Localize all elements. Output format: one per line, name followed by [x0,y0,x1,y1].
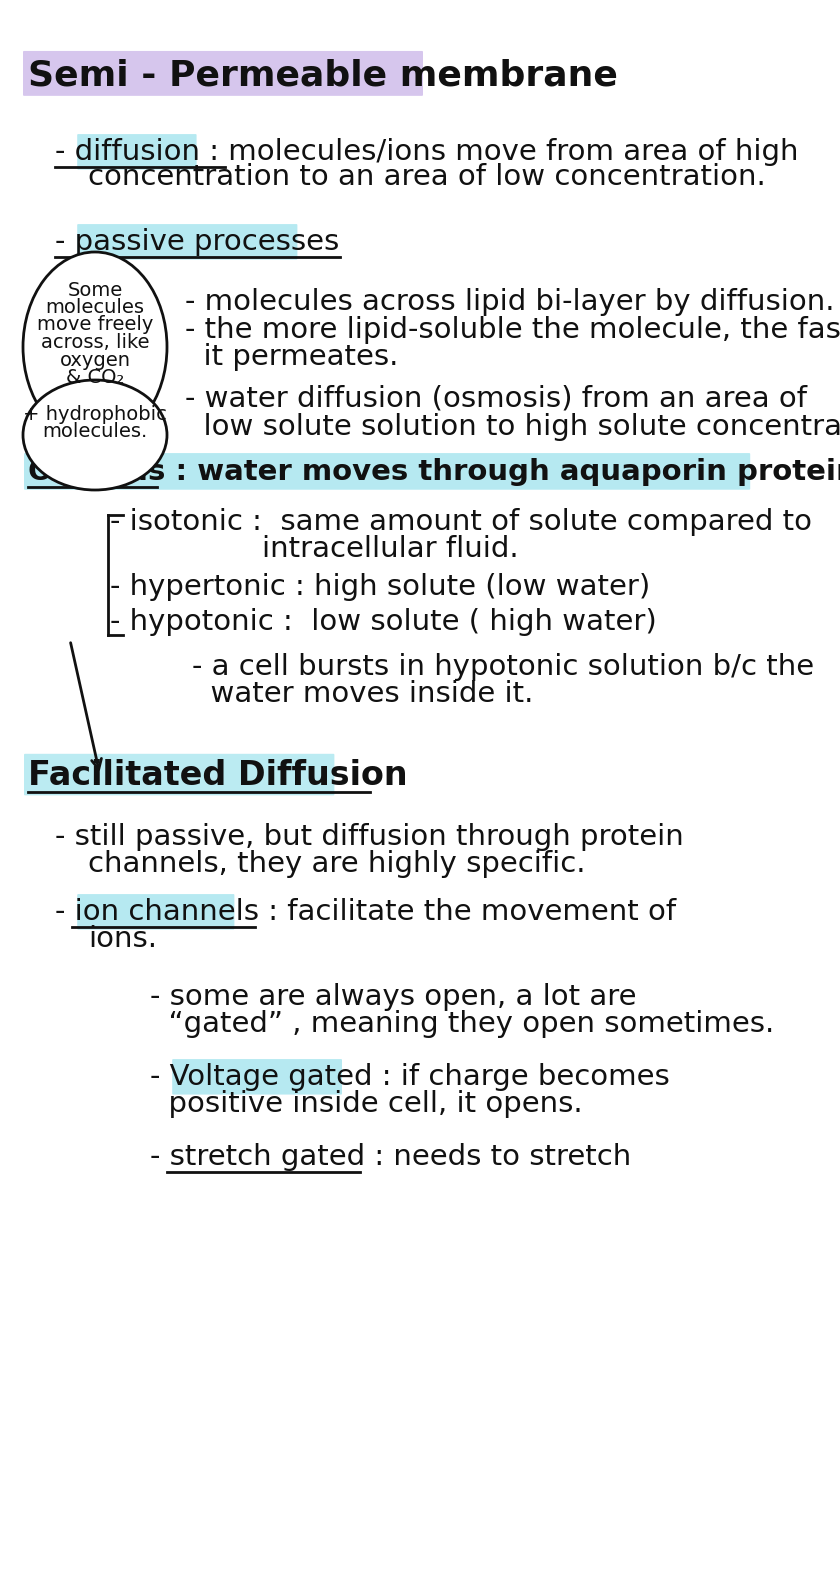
Text: molecules.: molecules. [42,422,148,441]
Text: across, like: across, like [41,332,150,351]
Text: + hydrophobic: + hydrophobic [23,405,167,424]
Text: intracellular fluid.: intracellular fluid. [262,536,518,562]
Text: “gated” , meaning they open sometimes.: “gated” , meaning they open sometimes. [150,1010,774,1038]
Ellipse shape [23,380,167,490]
Text: water moves inside it.: water moves inside it. [192,680,533,709]
Text: Osmosis : water moves through aquaporin protein channels.: Osmosis : water moves through aquaporin … [28,458,840,487]
Text: - hypertonic : high solute (low water): - hypertonic : high solute (low water) [110,573,650,602]
Text: ions.: ions. [88,925,157,953]
Text: Facilitated Diffusion: Facilitated Diffusion [28,759,407,792]
Text: - Voltage gated : if charge becomes: - Voltage gated : if charge becomes [150,1063,669,1091]
Text: Semi - Permeable membrane: Semi - Permeable membrane [28,58,618,91]
Text: low solute solution to high solute concentration.: low solute solution to high solute conce… [185,413,840,441]
Text: Some: Some [67,280,123,299]
Text: - water diffusion (osmosis) from an area of: - water diffusion (osmosis) from an area… [185,384,807,413]
FancyBboxPatch shape [24,754,334,795]
Text: - passive processes: - passive processes [55,228,339,257]
Text: molecules: molecules [45,298,144,317]
Text: it permeates.: it permeates. [185,343,398,372]
Text: - stretch gated : needs to stretch: - stretch gated : needs to stretch [150,1143,631,1170]
FancyBboxPatch shape [77,134,197,170]
Text: move freely: move freely [37,315,153,334]
Text: concentration to an area of low concentration.: concentration to an area of low concentr… [88,162,766,191]
FancyBboxPatch shape [24,454,750,490]
Ellipse shape [23,252,167,443]
Text: & CO₂: & CO₂ [66,369,124,387]
FancyBboxPatch shape [23,50,423,96]
Text: - isotonic :  same amount of solute compared to: - isotonic : same amount of solute compa… [110,509,812,536]
Text: - the more lipid-soluble the molecule, the faster: - the more lipid-soluble the molecule, t… [185,317,840,343]
Text: oxygen: oxygen [60,351,130,370]
Text: - hypotonic :  low solute ( high water): - hypotonic : low solute ( high water) [110,608,657,636]
FancyBboxPatch shape [77,224,297,260]
Text: - still passive, but diffusion through protein: - still passive, but diffusion through p… [55,824,684,850]
FancyBboxPatch shape [172,1058,342,1095]
Text: positive inside cell, it opens.: positive inside cell, it opens. [150,1090,583,1118]
FancyBboxPatch shape [77,895,234,929]
Text: - diffusion : molecules/ions move from area of high: - diffusion : molecules/ions move from a… [55,139,799,165]
Text: - ion channels : facilitate the movement of: - ion channels : facilitate the movement… [55,898,676,926]
Text: - a cell bursts in hypotonic solution b/c the: - a cell bursts in hypotonic solution b/… [192,654,814,680]
Text: channels, they are highly specific.: channels, they are highly specific. [88,850,585,877]
Text: - molecules across lipid bi-layer by diffusion.: - molecules across lipid bi-layer by dif… [185,288,834,317]
Text: - some are always open, a lot are: - some are always open, a lot are [150,983,637,1011]
